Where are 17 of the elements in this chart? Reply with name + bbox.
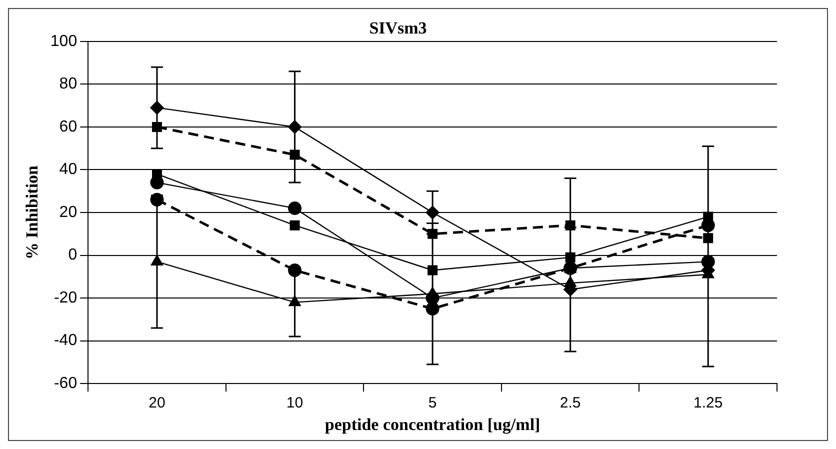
y-tick-label: 0 — [68, 246, 78, 264]
y-tick-label: 60 — [59, 118, 78, 136]
y-tick-label: 20 — [59, 204, 78, 221]
y-tick-label: -40 — [54, 332, 78, 350]
x-tick-label: 10 — [286, 394, 304, 412]
x-axis-title: peptide concentration [ug/ml] — [324, 415, 540, 434]
x-tick-label: 1.25 — [694, 394, 723, 412]
x-tick-label: 5 — [428, 394, 437, 412]
x-tick-label: 2.5 — [560, 394, 581, 412]
x-tick-label: 20 — [148, 394, 166, 412]
chart-title: SIVsm3 — [369, 18, 427, 38]
y-tick-label: 80 — [59, 76, 78, 93]
y-tick-label: 40 — [59, 161, 78, 178]
y-tick-label: -20 — [54, 289, 78, 306]
y-tick-label: -60 — [54, 375, 78, 392]
y-axis-title: % Inhibition — [22, 164, 42, 260]
y-tick-label: 100 — [50, 32, 78, 50]
